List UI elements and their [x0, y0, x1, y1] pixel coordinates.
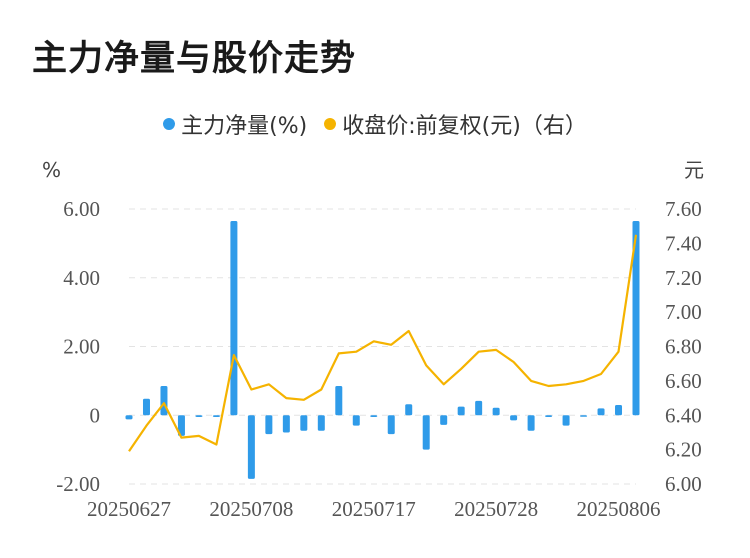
bar[interactable] [562, 415, 570, 426]
right-axis-tick-label: 7.20 [665, 266, 702, 290]
right-axis-tick-label: 6.40 [665, 403, 702, 427]
bar[interactable] [352, 415, 360, 426]
bar[interactable] [370, 415, 378, 417]
right-axis-unit: 元 [684, 158, 704, 182]
bar[interactable] [177, 415, 185, 436]
x-axis-tick-label: 20250728 [454, 497, 538, 521]
legend: 主力净量(%) 收盘价:前复权(元)（右） [0, 108, 750, 140]
right-axis-tick-label: 6.20 [665, 438, 702, 462]
bar-series [125, 221, 640, 479]
left-axis-tick-label: 6.00 [63, 197, 100, 221]
axes: % 元 6.00 4.00 2.00 0 -2.00 7.60 7.40 7.20 7.00 6.… [42, 158, 704, 521]
grid-lines [129, 208, 636, 485]
bar[interactable] [247, 415, 255, 479]
legend-label-close-price: 收盘价:前复权(元)（右） [342, 114, 587, 139]
x-axis-tick-label: 20250717 [332, 497, 416, 521]
bar[interactable] [510, 415, 518, 421]
right-axis-tick-label: 7.60 [665, 197, 702, 221]
x-axis-tick-label: 20250627 [87, 497, 171, 521]
bar[interactable] [282, 415, 290, 433]
left-axis-tick-label: -2.00 [56, 472, 100, 496]
bar[interactable] [632, 221, 640, 416]
bar[interactable] [265, 415, 273, 435]
line-series [128, 234, 638, 452]
bar[interactable] [300, 415, 308, 431]
bar[interactable] [527, 415, 535, 431]
x-axis-tick-label: 20250708 [209, 497, 293, 521]
right-axis-tick-label: 6.80 [665, 335, 702, 359]
left-axis-tick-label: 4.00 [63, 266, 100, 290]
bar[interactable] [160, 386, 168, 416]
bar[interactable] [440, 415, 448, 425]
bar[interactable] [597, 408, 605, 416]
bar[interactable] [475, 400, 483, 416]
right-axis-tick-label: 6.00 [665, 472, 702, 496]
bar[interactable] [457, 406, 465, 416]
bar[interactable] [580, 415, 588, 417]
bar[interactable] [615, 404, 623, 416]
bar[interactable] [125, 415, 133, 420]
bar[interactable] [387, 415, 395, 435]
left-axis-tick-label: 0 [90, 403, 101, 427]
bar[interactable] [195, 415, 203, 417]
legend-item-net-volume[interactable]: 主力净量(%) [163, 108, 307, 140]
legend-dot-net-volume [163, 118, 176, 130]
bar[interactable] [317, 415, 325, 431]
legend-dot-close-price [324, 118, 337, 130]
bar[interactable] [492, 407, 500, 416]
bar[interactable] [230, 221, 238, 416]
legend-item-close-price[interactable]: 收盘价:前复权(元)（右） [324, 108, 587, 140]
bar[interactable] [545, 415, 553, 417]
bar[interactable] [405, 404, 413, 416]
legend-label-net-volume: 主力净量(%) [181, 114, 308, 139]
bar[interactable] [142, 398, 150, 416]
chart-title: 主力净量与股价走势 [32, 39, 357, 79]
left-axis-tick-label: 2.00 [63, 335, 100, 359]
close-price-line[interactable] [128, 234, 638, 452]
bar[interactable] [212, 415, 220, 417]
right-axis-tick-label: 7.00 [665, 300, 702, 324]
right-axis-tick-label: 7.40 [665, 231, 702, 255]
bar[interactable] [422, 415, 430, 450]
right-axis-tick-label: 6.60 [665, 369, 702, 393]
x-axis-tick-label: 20250806 [577, 497, 661, 521]
bar[interactable] [335, 386, 343, 416]
left-axis-unit: % [42, 158, 61, 182]
